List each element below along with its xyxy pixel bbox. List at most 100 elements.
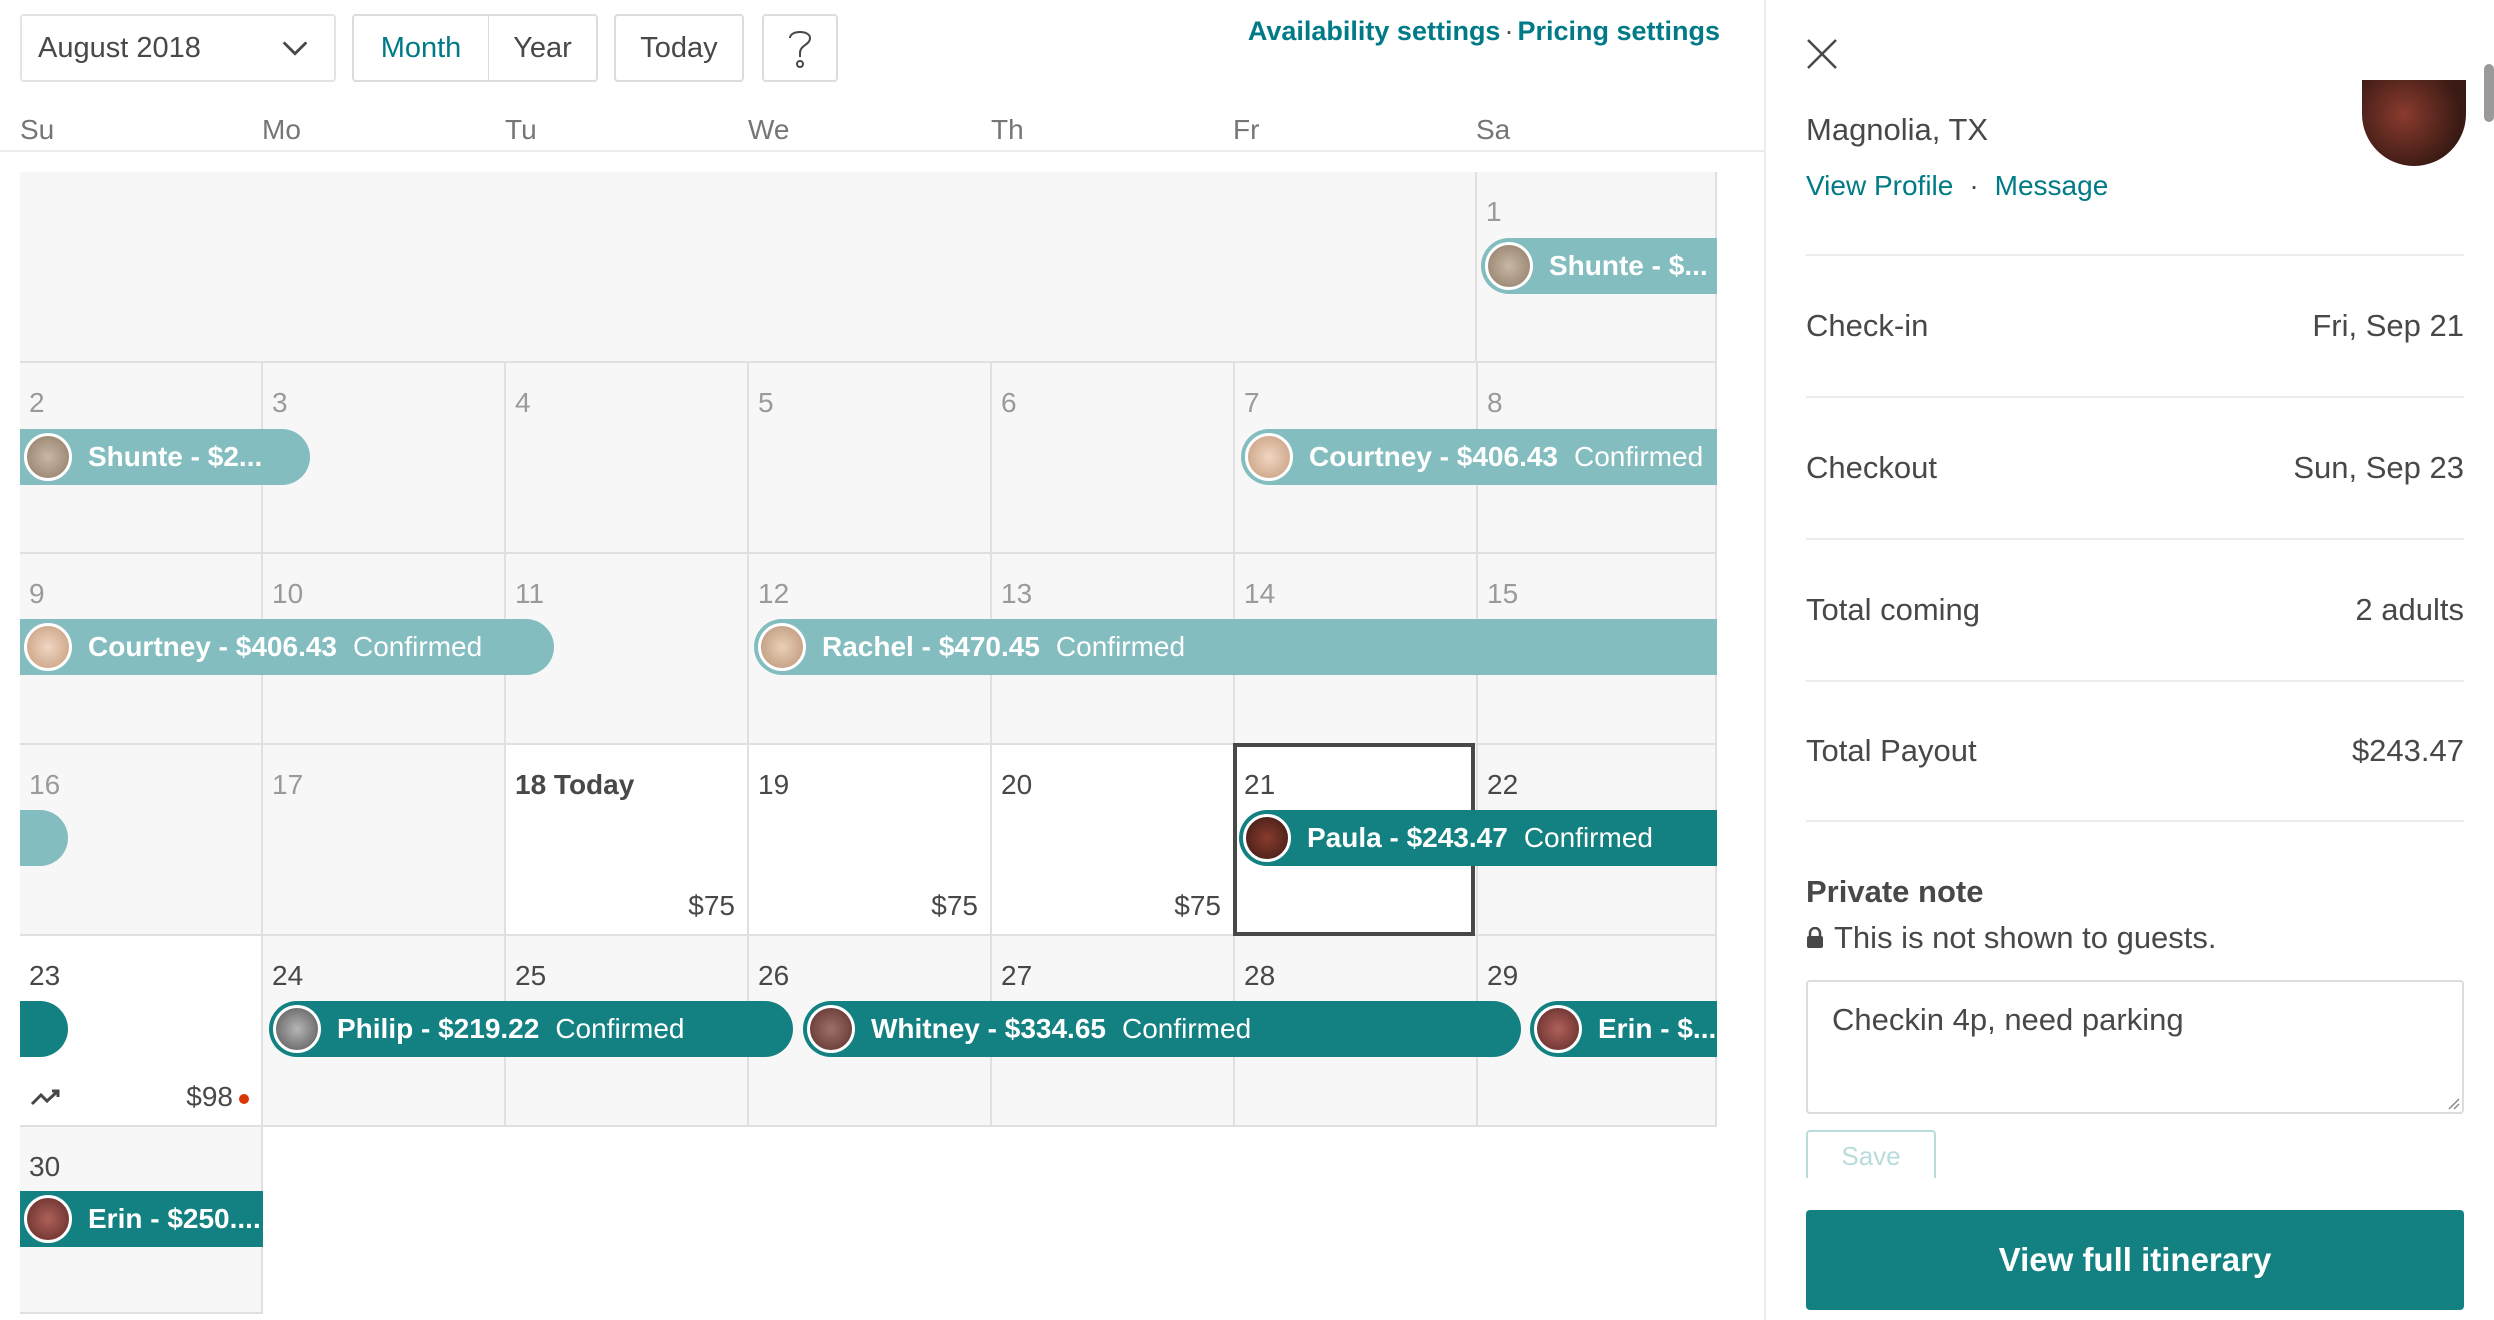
resize-grip-icon[interactable] bbox=[2446, 1096, 2460, 1110]
reservation-bar[interactable]: Courtney - $406.43 Confirmed bbox=[20, 619, 554, 675]
weekday-fr: Fr bbox=[1233, 114, 1260, 145]
reservation-bar[interactable]: Philip - $219.22 Confirmed bbox=[269, 1001, 793, 1057]
reservation-status: Confirmed bbox=[555, 1013, 685, 1044]
lock-icon bbox=[1807, 927, 1823, 948]
month-select-value: August 2018 bbox=[38, 31, 201, 64]
day-number: 25 bbox=[515, 960, 547, 991]
total-payout-row: Total Payout $243.47 bbox=[1806, 680, 2464, 822]
pricing-settings-link[interactable]: Pricing settings bbox=[1517, 16, 1720, 46]
row-label: Total coming bbox=[1806, 592, 1981, 627]
reservation-label: Courtney - $406.43 bbox=[88, 631, 337, 662]
day-number: 20 bbox=[1001, 769, 1033, 800]
guest-avatar bbox=[1245, 433, 1293, 481]
guest-avatar bbox=[24, 433, 72, 481]
row-value: Sun, Sep 23 bbox=[2293, 450, 2464, 485]
day-number: 23 bbox=[29, 960, 61, 991]
guest-avatar bbox=[273, 1005, 321, 1053]
guest-avatar bbox=[24, 623, 72, 671]
day-number: 10 bbox=[272, 578, 304, 609]
price-alert-dot bbox=[239, 1093, 249, 1104]
day-number: 12 bbox=[758, 578, 790, 609]
reservation-bar-selected[interactable]: Paula - $243.47 Confirmed bbox=[1239, 810, 1717, 866]
chevron-down-icon bbox=[282, 41, 308, 56]
day-number: 14 bbox=[1244, 578, 1276, 609]
availability-settings-link[interactable]: Availability settings bbox=[1247, 16, 1501, 46]
reservation-label: Paula - $243.47 bbox=[1307, 822, 1508, 853]
link-dot: · bbox=[1969, 170, 1979, 201]
month-select[interactable]: August 2018 bbox=[20, 14, 336, 82]
day-number: 17 bbox=[272, 769, 304, 800]
day-cell[interactable]: 19 $75 bbox=[749, 745, 992, 936]
private-note-title: Private note bbox=[1806, 874, 1984, 909]
nightly-price: $75 bbox=[1174, 890, 1221, 921]
nightly-price: $75 bbox=[931, 890, 978, 921]
scrollbar-thumb[interactable] bbox=[2484, 64, 2494, 122]
reservation-bar[interactable]: Shunte - $... bbox=[1481, 238, 1717, 294]
reservation-label: Philip - $219.22 bbox=[337, 1013, 540, 1044]
reservation-status: Confirmed bbox=[1523, 822, 1653, 853]
view-month-button[interactable]: Month bbox=[352, 14, 490, 82]
reservation-label: Whitney - $334.65 bbox=[871, 1013, 1106, 1044]
reservation-label: Erin - $250.... bbox=[88, 1203, 261, 1234]
reservation-bar[interactable]: Whitney - $334.65 Confirmed bbox=[803, 1001, 1521, 1057]
reservation-bar[interactable]: Rachel - $470.45 Confirmed bbox=[754, 619, 1717, 675]
checkin-row: Check-in Fri, Sep 21 bbox=[1806, 254, 2464, 396]
day-number: 29 bbox=[1487, 960, 1519, 991]
reservation-bar[interactable]: Erin - $250.... bbox=[20, 1191, 263, 1247]
day-number: 16 bbox=[29, 769, 61, 800]
reservation-status: Confirmed bbox=[1121, 1013, 1252, 1044]
day-number: 2 bbox=[29, 387, 45, 418]
private-note-subtitle: This is not shown to guests. bbox=[1806, 920, 2217, 956]
view-year-button[interactable]: Year bbox=[488, 14, 598, 82]
row-label: Total Payout bbox=[1806, 733, 1977, 768]
reservation-bar-continuation[interactable] bbox=[20, 1001, 68, 1057]
day-cell-today[interactable]: 18 Today $75 bbox=[506, 745, 749, 936]
settings-links: Availability settings · Pricing settings bbox=[1248, 16, 1720, 47]
reservation-bar[interactable]: Erin - $... bbox=[1530, 1001, 1717, 1057]
weekday-su: Su bbox=[20, 114, 55, 145]
reservation-bar[interactable]: Courtney - $406.43 Confirmed bbox=[1241, 429, 1717, 485]
view-itinerary-button[interactable]: View full itinerary bbox=[1806, 1210, 2464, 1310]
day-number: 30 bbox=[29, 1151, 61, 1182]
panel-divider bbox=[1764, 0, 1766, 1320]
private-note-input[interactable]: Checkin 4p, need parking bbox=[1806, 980, 2464, 1114]
help-button[interactable] bbox=[762, 14, 838, 82]
day-number: 5 bbox=[758, 387, 774, 418]
save-note-button[interactable]: Save bbox=[1806, 1130, 1936, 1178]
total-coming-row: Total coming 2 adults bbox=[1806, 538, 2464, 680]
day-number: 8 bbox=[1487, 387, 1503, 418]
day-cell[interactable]: 6 bbox=[992, 363, 1235, 554]
day-number: 4 bbox=[515, 387, 531, 418]
weekday-mo: Mo bbox=[262, 114, 301, 145]
close-icon[interactable] bbox=[1802, 34, 1842, 74]
reservation-status: Confirmed bbox=[1055, 631, 1186, 662]
reservation-label: Erin - $... bbox=[1598, 1013, 1717, 1044]
empty-days bbox=[20, 172, 1475, 363]
day-number: 1 bbox=[1486, 196, 1502, 227]
day-cell[interactable]: 17 bbox=[263, 745, 506, 936]
day-cell[interactable]: 4 bbox=[506, 363, 749, 554]
message-link[interactable]: Message bbox=[1994, 170, 2109, 201]
day-number: 27 bbox=[1001, 960, 1033, 991]
day-number: 26 bbox=[758, 960, 790, 991]
guest-avatar bbox=[24, 1195, 72, 1243]
reservation-label: Shunte - $2... bbox=[88, 441, 263, 472]
checkout-row: Checkout Sun, Sep 23 bbox=[1806, 396, 2464, 538]
day-cell[interactable]: 5 bbox=[749, 363, 992, 554]
day-number: 7 bbox=[1244, 387, 1260, 418]
day-cell[interactable]: 20 $75 bbox=[992, 745, 1235, 936]
help-icon bbox=[789, 31, 812, 68]
today-button[interactable]: Today bbox=[614, 14, 744, 82]
weekday-tu: Tu bbox=[505, 114, 537, 145]
reservation-bar-continuation[interactable] bbox=[20, 810, 68, 866]
smart-pricing-trend-icon bbox=[30, 1089, 60, 1106]
day-number: 22 bbox=[1487, 769, 1519, 800]
view-profile-link[interactable]: View Profile bbox=[1806, 170, 1954, 201]
day-number: 6 bbox=[1001, 387, 1017, 418]
guest-links: View Profile · Message bbox=[1806, 170, 2108, 202]
reservation-bar[interactable]: Shunte - $2... bbox=[20, 429, 310, 485]
weekday-sa: Sa bbox=[1476, 114, 1511, 145]
guest-location: Magnolia, TX bbox=[1806, 112, 1989, 147]
reservation-label: Rachel - $470.45 bbox=[822, 631, 1040, 662]
row-value: Fri, Sep 21 bbox=[2312, 308, 2464, 343]
